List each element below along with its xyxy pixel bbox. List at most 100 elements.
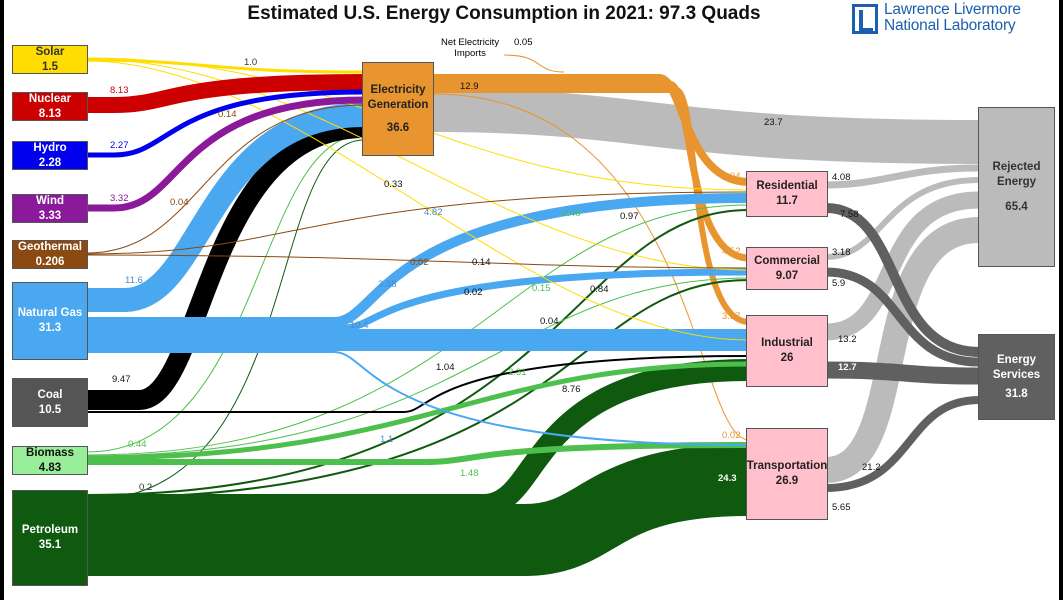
label-nuclear-elec: 8.13 (110, 85, 129, 96)
flow-layer (86, 54, 980, 576)
electricity-generation-box: Electricity Generation 36.6 (362, 62, 434, 156)
label-solar-elec: 1.0 (244, 57, 258, 68)
label-biomass-elec: 0.44 (128, 439, 147, 450)
flow-bio-elec (86, 134, 365, 453)
flow-transport-services (825, 396, 980, 492)
source-natgas-value: 31.3 (38, 322, 62, 334)
source-hydro-name: Hydro (33, 141, 67, 154)
label-elec-res: 5.04 (722, 171, 741, 182)
flow-geo-elec (86, 104, 365, 254)
label-ind-rej: 13.2 (838, 334, 857, 345)
label-coal-ind: 1.04 (436, 362, 455, 373)
source-petroleum-value: 35.1 (38, 539, 62, 551)
flow-natgas-residential (87, 193, 750, 327)
services-name-line2: Services (992, 368, 1041, 381)
source-geothermal-name: Geothermal (18, 240, 82, 253)
output-rejected-energy: Rejected Energy 65.4 (978, 107, 1055, 267)
flow-bio-transport (87, 442, 750, 465)
source-solar: Solar 1.5 (12, 45, 88, 74)
transportation-name: Transportation (746, 460, 828, 472)
flow-wind-elec (87, 96, 365, 212)
sector-commercial: Commercial 9.07 (746, 247, 828, 290)
flow-petro-transport (87, 444, 750, 576)
label-elec-trans: 0.02 (722, 430, 741, 441)
net-imports-line2: Imports (454, 48, 486, 59)
label-petro-com2: 0.84 (590, 284, 609, 295)
source-nuclear-name: Nuclear (28, 92, 72, 105)
flow-solar-ind (86, 60, 750, 341)
label-natgas-res: 4.82 (424, 207, 443, 218)
output-energy-services: Energy Services 31.8 (978, 334, 1055, 420)
label-trans-rej: 21.2 (862, 462, 881, 473)
llnl-logo: Lawrence Livermore National Laboratory (852, 2, 1042, 38)
flow-natgas-commercial (87, 268, 750, 332)
source-solar-value: 1.5 (42, 60, 58, 73)
label-natgas-com: 3.38 (378, 279, 397, 290)
source-nuclear-value: 8.13 (38, 107, 62, 120)
flow-residential-rejected (825, 164, 980, 189)
label-geo-com: 0.02 (410, 257, 429, 268)
source-biomass-value: 4.83 (38, 461, 62, 474)
residential-value: 11.7 (776, 195, 798, 207)
rejected-value: 65.4 (1005, 200, 1028, 213)
electricity-value: 36.6 (386, 121, 410, 134)
label-natgas-elec: 11.6 (125, 275, 143, 286)
transportation-value: 26.9 (775, 475, 799, 487)
flow-natgas-transport (87, 351, 750, 446)
net-imports-line1: Net Electricity (441, 37, 500, 48)
rejected-name-line2: Energy (997, 175, 1036, 188)
net-imports-label: Net Electricity Imports (441, 37, 499, 59)
source-wind: Wind 3.33 (12, 194, 88, 223)
label-petro-trans: 24.3 (718, 473, 737, 484)
source-nuclear: Nuclear 8.13 (12, 92, 88, 121)
label-bio-trans: 1.48 (460, 468, 479, 479)
source-geothermal-value: 0.206 (35, 255, 65, 268)
label-bio-com: 0.15 (532, 283, 551, 294)
label-bio-res: 0.46 (562, 208, 581, 219)
label-natgas-ind: 10.4 (350, 320, 369, 331)
sector-transportation: Transportation 26.9 (746, 428, 828, 520)
source-solar-name: Solar (35, 45, 65, 58)
label-petro-ind: 8.76 (562, 384, 581, 395)
flow-net-imports (503, 54, 565, 73)
net-imports-value: 0.05 (514, 37, 533, 48)
flow-solar-com (86, 58, 750, 271)
label-solar-ind: 0.04 (540, 316, 559, 327)
flow-commercial-rejected (825, 177, 980, 260)
services-name-line1: Energy (997, 353, 1036, 366)
flow-residential-services (825, 203, 980, 357)
rejected-name-line1: Rejected (992, 160, 1041, 173)
label-wind-elec: 3.32 (110, 193, 129, 204)
source-geothermal: Geothermal 0.206 (12, 240, 88, 269)
source-petroleum: Petroleum 35.1 (12, 490, 88, 586)
source-coal-name: Coal (37, 388, 63, 401)
source-wind-name: Wind (36, 194, 64, 207)
residential-name: Residential (756, 180, 818, 192)
diagram-title: Estimated U.S. Energy Consumption in 202… (247, 3, 761, 24)
label-com-rej: 3.18 (832, 247, 851, 258)
label-ind-serv: 12.7 (838, 362, 857, 373)
flow-industrial-services (825, 361, 980, 385)
flow-elec-rejected (433, 88, 980, 164)
label-bio-ind: 2.31 (508, 367, 527, 378)
logo-line1: Lawrence Livermore (884, 1, 1021, 18)
label-natgas-trans: 1.1 (380, 434, 394, 445)
label-com-serv: 5.9 (832, 278, 846, 289)
label-hydro-elec: 2.27 (110, 140, 129, 151)
flow-petro-residential (86, 209, 750, 496)
source-hydro: Hydro 2.28 (12, 141, 88, 170)
flow-bio-commercial (86, 277, 750, 457)
electricity-name-line1: Electricity (370, 83, 426, 96)
source-biomass-name: Biomass (26, 446, 74, 459)
label-res-rej: 4.08 (832, 172, 851, 183)
flow-petro-industrial (87, 359, 750, 516)
flow-hydro-elec (87, 89, 365, 158)
llnl-logo-icon (852, 4, 878, 34)
flow-transport-rejected (824, 217, 980, 483)
label-solar-com: 0.14 (472, 257, 491, 268)
label-elec-ind: 3.37 (722, 311, 741, 322)
label-elec-supply: 12.9 (460, 81, 479, 92)
label-petro-com: 0.02 (464, 287, 483, 298)
label-geo-res: 0.04 (170, 197, 189, 208)
flow-natgas-elec (87, 103, 365, 312)
